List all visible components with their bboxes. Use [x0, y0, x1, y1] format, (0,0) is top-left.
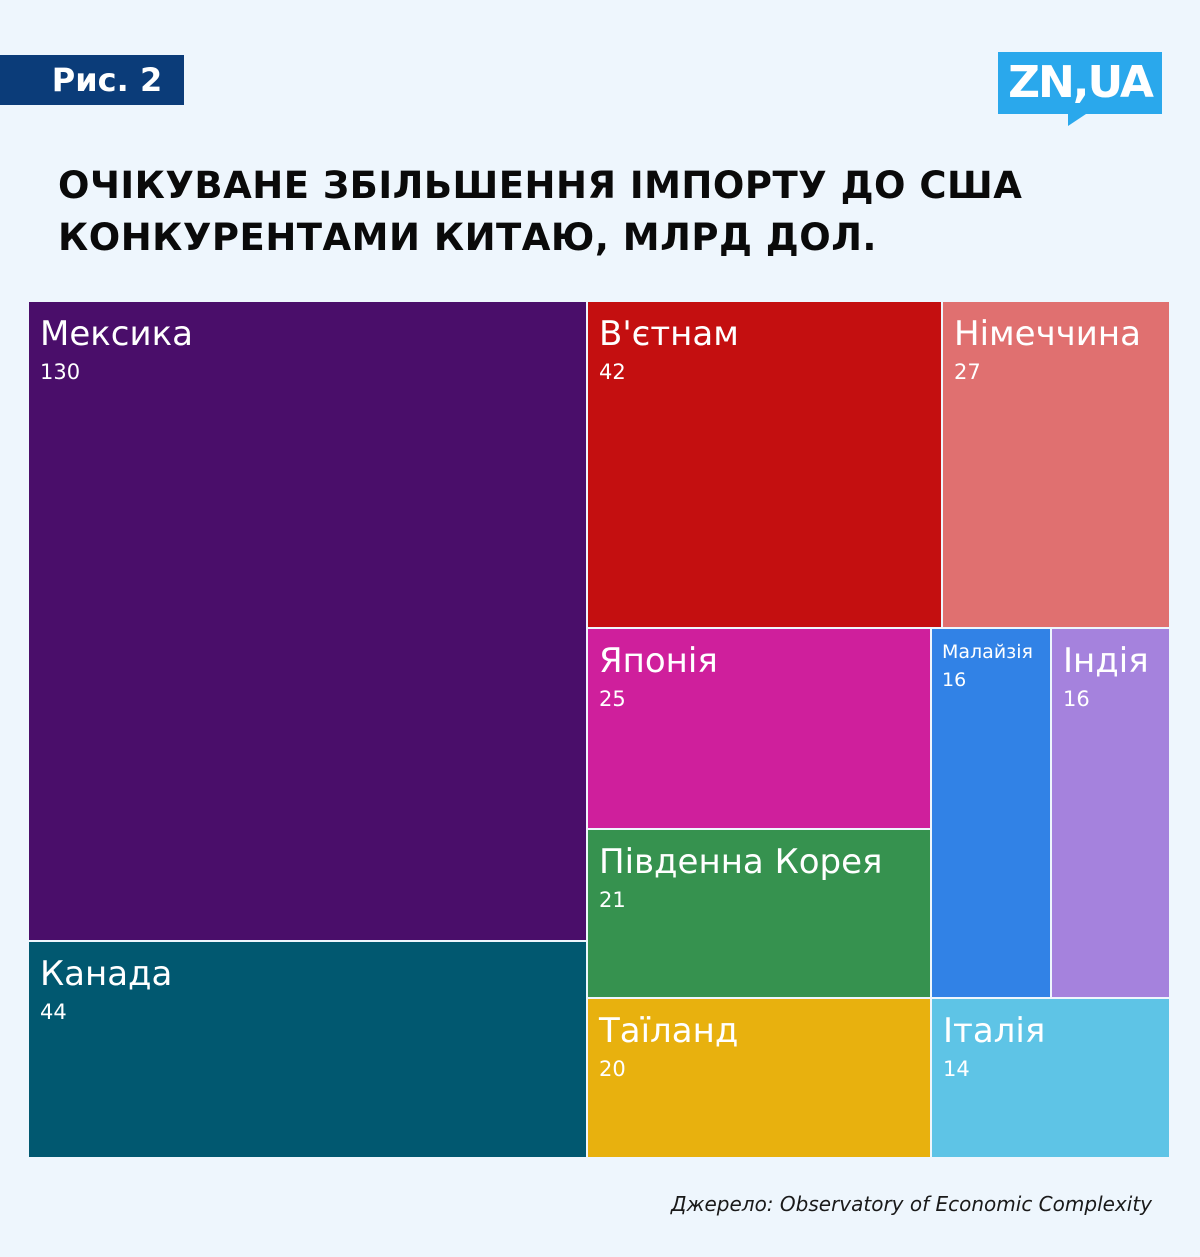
treemap-cell[interactable]: Мексика 130	[28, 301, 587, 941]
source-note: Джерело: Observatory of Economic Complex…	[670, 1192, 1152, 1216]
treemap-cell-label: Індія	[1063, 641, 1149, 681]
treemap-cell[interactable]: В'єтнам 42	[587, 301, 942, 628]
treemap-cell-label: Мексика	[40, 314, 193, 354]
treemap-cell-label: Італія	[943, 1011, 1046, 1051]
treemap-cell-label: В'єтнам	[599, 314, 739, 354]
chart-title-line-2: КОНКУРЕНТАМИ КИТАЮ, МЛРД ДОЛ.	[58, 216, 877, 259]
treemap-cell-value: 16	[942, 669, 967, 691]
treemap-cell-label: Німеччина	[954, 314, 1141, 354]
treemap-cell[interactable]: Італія 14	[931, 998, 1170, 1158]
logo-speech-bubble-icon	[998, 52, 1162, 126]
treemap-cell[interactable]: Південна Корея 21	[587, 829, 931, 998]
treemap-cell-value: 20	[599, 1057, 626, 1081]
treemap-cell-value: 21	[599, 888, 626, 912]
treemap-cell[interactable]: Канада 44	[28, 941, 587, 1158]
treemap-cell-label: Канада	[40, 954, 173, 994]
treemap-cell-label: Південна Корея	[599, 842, 883, 882]
treemap-cell-value: 44	[40, 1000, 67, 1024]
treemap-cell-label: Японія	[599, 641, 718, 681]
treemap-cell-value: 27	[954, 360, 981, 384]
treemap-cell-label: Таїланд	[599, 1011, 739, 1051]
treemap-cell-value: 25	[599, 687, 626, 711]
treemap-cell-label: Малайзія	[942, 641, 1033, 663]
treemap-cell[interactable]: Індія 16	[1051, 628, 1170, 998]
chart-title: ОЧІКУВАНЕ ЗБІЛЬШЕННЯ ІМПОРТУ ДО США КОНК…	[58, 160, 1138, 264]
logo-text: ZN,UA	[1008, 57, 1154, 108]
chart-title-line-1: ОЧІКУВАНЕ ЗБІЛЬШЕННЯ ІМПОРТУ ДО США	[58, 164, 1023, 207]
figure-badge: Рис. 2	[0, 55, 184, 105]
treemap-cell-value: 42	[599, 360, 626, 384]
treemap-cell-value: 14	[943, 1057, 970, 1081]
treemap-cell[interactable]: Таїланд 20	[587, 998, 931, 1158]
zn-ua-logo[interactable]: ZN,UA	[998, 52, 1162, 126]
treemap-cell-value: 130	[40, 360, 81, 384]
treemap-cell[interactable]: Японія 25	[587, 628, 931, 829]
treemap-cell-value: 16	[1063, 687, 1090, 711]
treemap-cell[interactable]: Німеччина 27	[942, 301, 1170, 628]
treemap-cell[interactable]: Малайзія 16	[931, 628, 1051, 998]
